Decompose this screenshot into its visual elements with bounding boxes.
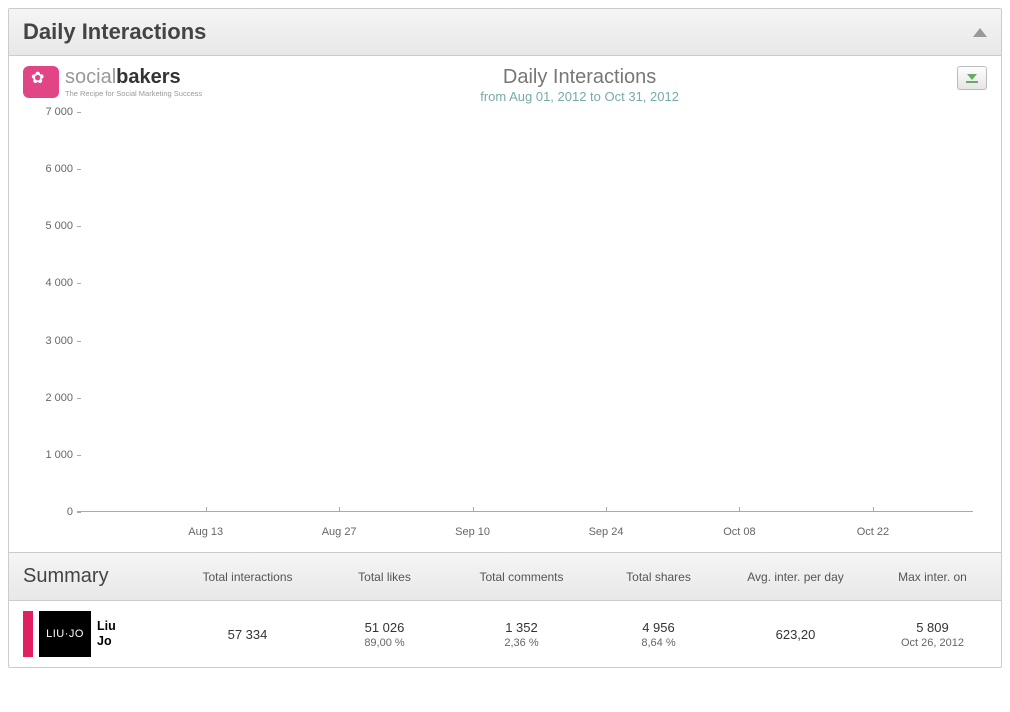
x-axis-label: Sep 24 <box>589 526 624 538</box>
brand-name: Liu Jo <box>97 619 116 649</box>
brand-cell: LIU·JO Liu Jo <box>9 611 179 657</box>
logo-text: socialbakers The Recipe for Social Marke… <box>65 66 202 98</box>
brand-logo-square: LIU·JO <box>39 611 91 657</box>
x-axis-label: Oct 08 <box>723 526 755 538</box>
comments-pct: 2,36 % <box>453 637 590 649</box>
x-axis-label: Sep 10 <box>455 526 490 538</box>
col-max-on: Max inter. on <box>864 562 1001 592</box>
val-total-interactions: 57 334 <box>179 627 316 642</box>
chart-top-row: socialbakers The Recipe for Social Marke… <box>23 66 987 104</box>
col-total-likes: Total likes <box>316 562 453 592</box>
chart-bars <box>77 112 973 511</box>
shares-value: 4 956 <box>642 620 675 635</box>
brand-name-line1: Liu <box>97 619 116 633</box>
summary-row: LIU·JO Liu Jo 57 334 51 026 89,00 % 1 35… <box>9 601 1001 667</box>
brand-word-b: bakers <box>116 66 181 88</box>
socialbakers-logo: socialbakers The Recipe for Social Marke… <box>23 66 202 98</box>
brand-tagline: The Recipe for Social Marketing Success <box>65 89 202 98</box>
max-value: 5 809 <box>916 620 949 635</box>
card-body: socialbakers The Recipe for Social Marke… <box>9 56 1001 552</box>
x-axis-label: Aug 13 <box>188 526 223 538</box>
y-axis-label: 1 000 <box>33 449 73 461</box>
val-avg-per-day: 623,20 <box>727 627 864 642</box>
brand-name-line2: Jo <box>97 634 112 648</box>
y-axis-label: 4 000 <box>33 277 73 289</box>
val-total-comments: 1 352 2,36 % <box>453 620 590 649</box>
x-axis-label: Aug 27 <box>322 526 357 538</box>
panel-title: Daily Interactions <box>23 19 206 45</box>
col-total-comments: Total comments <box>453 562 590 592</box>
comments-value: 1 352 <box>505 620 538 635</box>
summary-title: Summary <box>9 553 179 600</box>
card-header: Daily Interactions <box>9 9 1001 56</box>
collapse-toggle-icon[interactable] <box>973 28 987 37</box>
chart-subtitle: from Aug 01, 2012 to Oct 31, 2012 <box>202 89 957 104</box>
daily-interactions-card: Daily Interactions socialbakers The Reci… <box>8 8 1002 668</box>
y-axis-label: 2 000 <box>33 392 73 404</box>
y-axis-label: 3 000 <box>33 335 73 347</box>
chart-plot <box>77 112 973 512</box>
chart-title: Daily Interactions <box>202 66 957 89</box>
chef-hat-icon <box>23 66 59 98</box>
val-max-on: 5 809 Oct 26, 2012 <box>864 620 1001 649</box>
col-avg-per-day: Avg. inter. per day <box>727 562 864 592</box>
y-axis-label: 7 000 <box>33 106 73 118</box>
brand-color-stripe <box>23 611 33 657</box>
val-total-likes: 51 026 89,00 % <box>316 620 453 649</box>
likes-value: 51 026 <box>365 620 405 635</box>
max-date: Oct 26, 2012 <box>864 637 1001 649</box>
col-total-shares: Total shares <box>590 562 727 592</box>
download-button[interactable] <box>957 66 987 90</box>
likes-pct: 89,00 % <box>316 637 453 649</box>
y-axis-label: 6 000 <box>33 163 73 175</box>
y-axis-label: 5 000 <box>33 220 73 232</box>
chart-area: 0 1 000 2 000 3 000 4 000 5 000 6 000 7 000 Aug… <box>33 108 977 538</box>
y-axis-label: 0 <box>33 506 73 518</box>
brand-word-a: social <box>65 66 116 88</box>
val-total-shares: 4 956 8,64 % <box>590 620 727 649</box>
chart-title-wrap: Daily Interactions from Aug 01, 2012 to … <box>202 66 957 104</box>
summary-header: Summary Total interactions Total likes T… <box>9 552 1001 601</box>
shares-pct: 8,64 % <box>590 637 727 649</box>
download-icon <box>967 74 977 80</box>
x-axis-label: Oct 22 <box>857 526 889 538</box>
col-total-interactions: Total interactions <box>179 562 316 592</box>
